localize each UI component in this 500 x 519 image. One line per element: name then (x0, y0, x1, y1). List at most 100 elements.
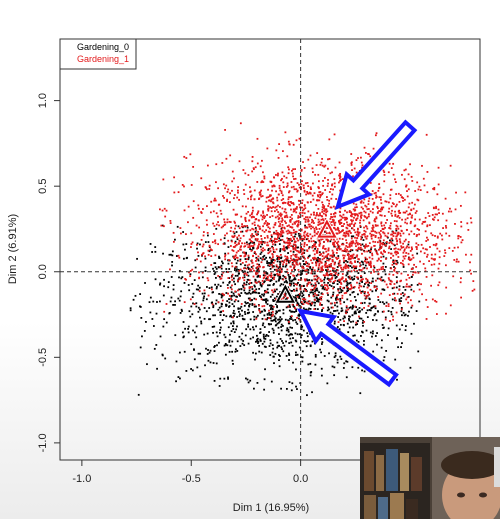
point-gardening-0 (194, 259, 197, 262)
point-gardening-1 (372, 234, 375, 237)
point-gardening-1 (300, 186, 303, 189)
point-gardening-1 (420, 243, 423, 246)
point-gardening-1 (333, 301, 336, 304)
point-gardening-1 (226, 232, 228, 235)
point-gardening-1 (290, 202, 293, 205)
point-gardening-1 (318, 258, 320, 261)
point-gardening-0 (247, 323, 249, 326)
point-gardening-1 (469, 261, 471, 264)
point-gardening-1 (342, 266, 345, 269)
point-gardening-0 (347, 275, 350, 278)
point-gardening-1 (345, 309, 348, 312)
point-gardening-1 (250, 249, 253, 252)
point-gardening-1 (280, 253, 282, 256)
point-gardening-0 (344, 250, 347, 252)
point-gardening-1 (412, 207, 415, 210)
point-gardening-1 (317, 173, 320, 176)
point-gardening-1 (259, 276, 261, 278)
point-gardening-1 (352, 175, 354, 178)
point-gardening-1 (340, 218, 343, 221)
point-gardening-0 (383, 289, 386, 291)
point-gardening-1 (346, 248, 348, 251)
point-gardening-1 (312, 249, 315, 252)
point-gardening-1 (469, 269, 472, 272)
point-gardening-0 (279, 290, 282, 293)
point-gardening-1 (198, 290, 201, 293)
point-gardening-0 (234, 258, 237, 261)
point-gardening-1 (393, 286, 396, 289)
point-gardening-1 (411, 254, 414, 257)
point-gardening-1 (342, 234, 345, 237)
point-gardening-1 (380, 206, 383, 209)
point-gardening-1 (417, 199, 420, 202)
point-gardening-1 (183, 209, 186, 212)
point-gardening-1 (383, 180, 386, 183)
point-gardening-1 (239, 276, 241, 279)
point-gardening-0 (178, 299, 181, 302)
point-gardening-0 (363, 343, 365, 346)
point-gardening-1 (319, 214, 322, 217)
point-gardening-0 (371, 332, 374, 335)
point-gardening-0 (218, 293, 221, 295)
point-gardening-0 (213, 346, 216, 348)
point-gardening-1 (231, 189, 233, 192)
point-gardening-1 (198, 276, 201, 279)
point-gardening-1 (283, 259, 286, 262)
point-gardening-1 (202, 243, 205, 246)
point-gardening-1 (346, 221, 348, 224)
point-gardening-0 (220, 305, 223, 308)
point-gardening-1 (411, 304, 414, 307)
point-gardening-1 (378, 268, 381, 271)
point-gardening-1 (244, 183, 247, 186)
point-gardening-1 (329, 172, 332, 175)
point-gardening-1 (260, 248, 263, 251)
point-gardening-1 (434, 213, 437, 216)
point-gardening-1 (321, 192, 324, 195)
point-gardening-1 (292, 168, 295, 171)
point-gardening-0 (237, 278, 240, 281)
point-gardening-1 (337, 321, 340, 323)
point-gardening-1 (410, 230, 413, 233)
point-gardening-1 (277, 193, 280, 196)
point-gardening-1 (355, 239, 358, 242)
point-gardening-0 (213, 325, 216, 328)
point-gardening-1 (398, 216, 401, 219)
point-gardening-0 (302, 260, 305, 262)
point-gardening-1 (380, 235, 382, 238)
point-gardening-1 (363, 306, 365, 309)
point-gardening-1 (243, 225, 246, 227)
point-gardening-0 (261, 342, 264, 345)
point-gardening-1 (217, 187, 219, 190)
point-gardening-1 (279, 225, 281, 227)
point-gardening-0 (351, 276, 353, 279)
point-gardening-0 (264, 289, 266, 292)
point-gardening-1 (308, 247, 310, 250)
point-gardening-1 (237, 189, 239, 192)
point-gardening-1 (255, 253, 257, 256)
point-gardening-0 (346, 287, 349, 290)
point-gardening-0 (404, 313, 407, 316)
point-gardening-0 (293, 277, 296, 279)
point-gardening-1 (307, 192, 310, 195)
point-gardening-0 (328, 273, 331, 276)
point-gardening-1 (327, 158, 329, 161)
point-gardening-1 (277, 211, 280, 213)
point-gardening-1 (335, 271, 338, 274)
point-gardening-1 (297, 199, 300, 202)
point-gardening-1 (292, 243, 295, 246)
point-gardening-0 (292, 288, 295, 291)
point-gardening-1 (355, 255, 358, 258)
point-gardening-0 (287, 252, 289, 254)
point-gardening-1 (314, 282, 317, 285)
point-gardening-0 (255, 325, 257, 328)
point-gardening-1 (292, 248, 295, 251)
point-gardening-1 (400, 293, 402, 296)
point-gardening-0 (333, 286, 335, 289)
point-gardening-0 (368, 297, 371, 300)
point-gardening-1 (461, 239, 464, 241)
point-gardening-1 (326, 259, 328, 262)
point-gardening-1 (336, 244, 339, 246)
point-gardening-0 (279, 316, 282, 318)
point-gardening-1 (357, 157, 359, 159)
point-gardening-1 (331, 295, 334, 298)
